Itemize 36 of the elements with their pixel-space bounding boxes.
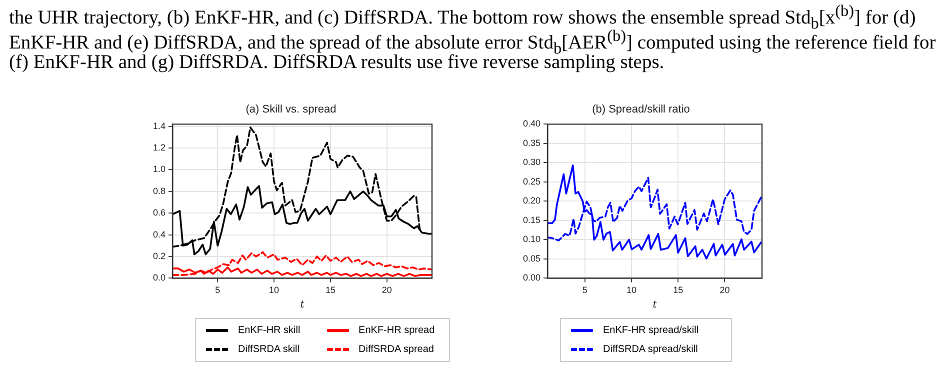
x-tick-label: 10 [269,285,280,296]
y-tick-label: 0.30 [522,157,541,168]
x-tick-label: 5 [215,285,220,296]
y-tick-label: 0.40 [522,118,541,129]
y-tick-label: 0.8 [152,186,166,196]
chart-title: (a) Skill vs. spread [246,104,336,116]
x-tick-label: 20 [720,285,730,296]
x-tick-label: 15 [673,285,684,296]
legend-label: DiffSRDA spread/skill [603,344,698,355]
y-tick-label: 0.10 [522,234,541,244]
y-tick-label: 0.20 [522,196,541,206]
x-tick-label: 5 [582,285,588,296]
legend-label: EnKF-HR spread [358,325,435,336]
y-tick-label: 0.0 [152,272,166,283]
x-axis-title: t [652,300,658,311]
y-tick-label: 0.6 [152,208,166,218]
y-tick-label: 0.4 [152,229,166,240]
x-tick-label: 15 [325,285,336,296]
y-tick-label: 1.2 [152,142,166,153]
legend-label: EnKF-HR spread/skill [603,325,699,336]
x-tick-label: 20 [382,285,392,296]
y-tick-label: 1.4 [152,120,166,131]
legend-label: DiffSRDA spread [358,344,434,355]
y-tick-label: 0.2 [152,250,166,261]
x-axis-title: t [300,300,306,311]
legend-label: EnKF-HR skill [238,325,300,336]
y-tick-label: 0.00 [522,272,541,283]
x-tick-label: 10 [626,285,636,296]
y-tick-label: 0.35 [522,138,541,148]
chart-title: (b) Spread/skill ratio [592,104,690,116]
line-series [172,251,432,276]
legend-label: DiffSRDA skill [238,344,300,355]
y-tick-label: 0.05 [522,253,541,264]
y-tick-label: 1.0 [152,164,166,174]
y-tick-label: 0.15 [522,214,541,225]
y-tick-label: 0.25 [522,176,541,186]
